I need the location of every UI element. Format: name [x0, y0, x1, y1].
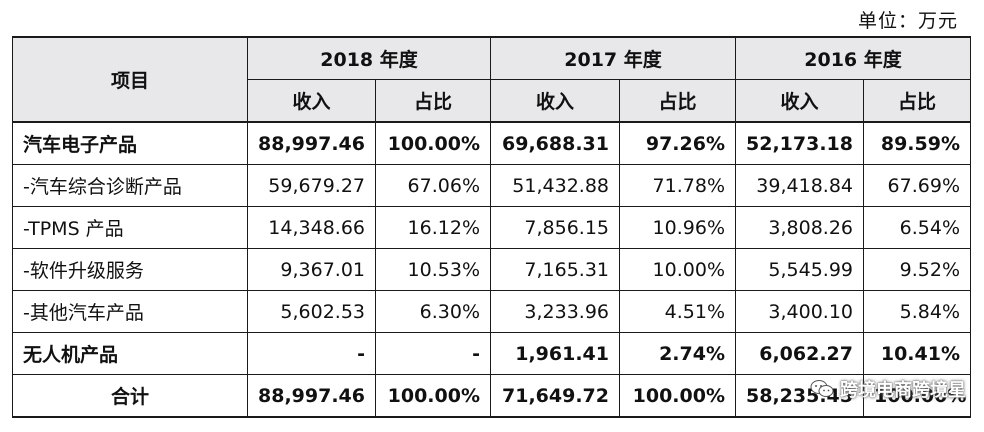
header-year-2017: 2017 年度 [490, 36, 736, 80]
revenue-cell: 5,602.53 [247, 290, 376, 333]
revenue-cell: - [247, 332, 376, 375]
share-cell: 10.53% [375, 248, 491, 291]
share-cell: 5.84% [863, 290, 971, 333]
table-row: -其他汽车产品 5,602.53 6.30% 3,233.96 4.51% 3,400.1… [12, 290, 971, 333]
watermark-text: 跨境电商跨境星 [840, 380, 966, 401]
row-item-label: -TPMS 产品 [12, 206, 248, 249]
share-cell: 10.41% [863, 332, 971, 375]
revenue-cell: 59,679.27 [247, 164, 376, 207]
revenue-cell: 51,432.88 [490, 164, 620, 207]
wechat-icon [810, 380, 834, 397]
share-cell: 9.52% [863, 248, 971, 291]
revenue-cell: 3,233.96 [490, 290, 620, 333]
table-row: -软件升级服务 9,367.01 10.53% 7,165.31 10.00% 5,545… [12, 248, 971, 291]
revenue-cell: 7,165.31 [490, 248, 620, 291]
share-cell: 100.00% [619, 374, 736, 418]
share-cell: 6.54% [863, 206, 971, 249]
share-cell: 97.26% [619, 121, 736, 165]
share-cell: 100.00% [863, 374, 971, 418]
revenue-cell: 9,367.01 [247, 248, 376, 291]
share-cell: 6.30% [375, 290, 491, 333]
header-year-2016: 2016 年度 [735, 36, 971, 80]
table-row: -TPMS 产品 14,348.66 16.12% 7,856.15 10.96% 3,8… [12, 206, 971, 249]
share-cell: 67.06% [375, 164, 491, 207]
header-revenue: 收入 [735, 79, 864, 123]
table-row: 无人机产品 - -1,961.41 2.74% 6,062.27 10.41% [12, 332, 971, 375]
header-item: 项目 [12, 36, 248, 123]
share-cell: 4.51% [619, 290, 736, 333]
share-cell: 2.74% [619, 332, 736, 375]
total-row: 合计 88,997.46 100.00% 71,649.72 100.00% 58,235… [12, 374, 971, 418]
revenue-table: 项目 2018 年度 2017 年度 2016 年度 收入 占比 收入 占比 收… [12, 36, 971, 418]
share-cell: 67.69% [863, 164, 971, 207]
share-cell: 16.12% [375, 206, 491, 249]
share-cell: 89.59% [863, 121, 971, 165]
row-item-label: 无人机产品 [12, 332, 248, 375]
header-share: 占比 [863, 79, 971, 123]
revenue-cell: 88,997.46 [247, 121, 376, 165]
revenue-cell: 1,961.41 [490, 332, 620, 375]
share-cell: 100.00% [375, 121, 491, 165]
revenue-cell: 3,808.26 [735, 206, 864, 249]
revenue-cell: 3,400.10 [735, 290, 864, 333]
row-item-label: 汽车电子产品 [12, 121, 248, 165]
header-revenue: 收入 [490, 79, 620, 123]
share-cell: 71.78% [619, 164, 736, 207]
row-item-label: -软件升级服务 [12, 248, 248, 291]
header-year-2018: 2018 年度 [247, 36, 491, 80]
share-cell: 10.00% [619, 248, 736, 291]
table-row: -汽车综合诊断产品 59,679.27 67.06% 51,432.88 71.78% 3… [12, 164, 971, 207]
watermark: 跨境电商跨境星 [810, 376, 966, 402]
revenue-cell: 39,418.84 [735, 164, 864, 207]
row-item-label: -其他汽车产品 [12, 290, 248, 333]
revenue-cell: 5,545.99 [735, 248, 864, 291]
header-share: 占比 [375, 79, 491, 123]
revenue-cell: 71,649.72 [490, 374, 620, 418]
revenue-cell: 14,348.66 [247, 206, 376, 249]
header-share: 占比 [619, 79, 736, 123]
unit-label: 单位：万元 [857, 10, 958, 32]
header-revenue: 收入 [247, 79, 376, 123]
revenue-cell: 88,997.46 [247, 374, 376, 418]
revenue-cell: 69,688.31 [490, 121, 620, 165]
table-row: 汽车电子产品 88,997.46 100.00% 69,688.31 97.26% 52,… [12, 121, 971, 165]
row-item-label: -汽车综合诊断产品 [12, 164, 248, 207]
share-cell: 100.00% [375, 374, 491, 418]
revenue-cell: 52,173.18 [735, 121, 864, 165]
share-cell: 10.96% [619, 206, 736, 249]
revenue-cell: 7,856.15 [490, 206, 620, 249]
share-cell: - [375, 332, 491, 375]
row-item-label: 合计 [12, 374, 248, 418]
revenue-cell: 6,062.27 [735, 332, 864, 375]
